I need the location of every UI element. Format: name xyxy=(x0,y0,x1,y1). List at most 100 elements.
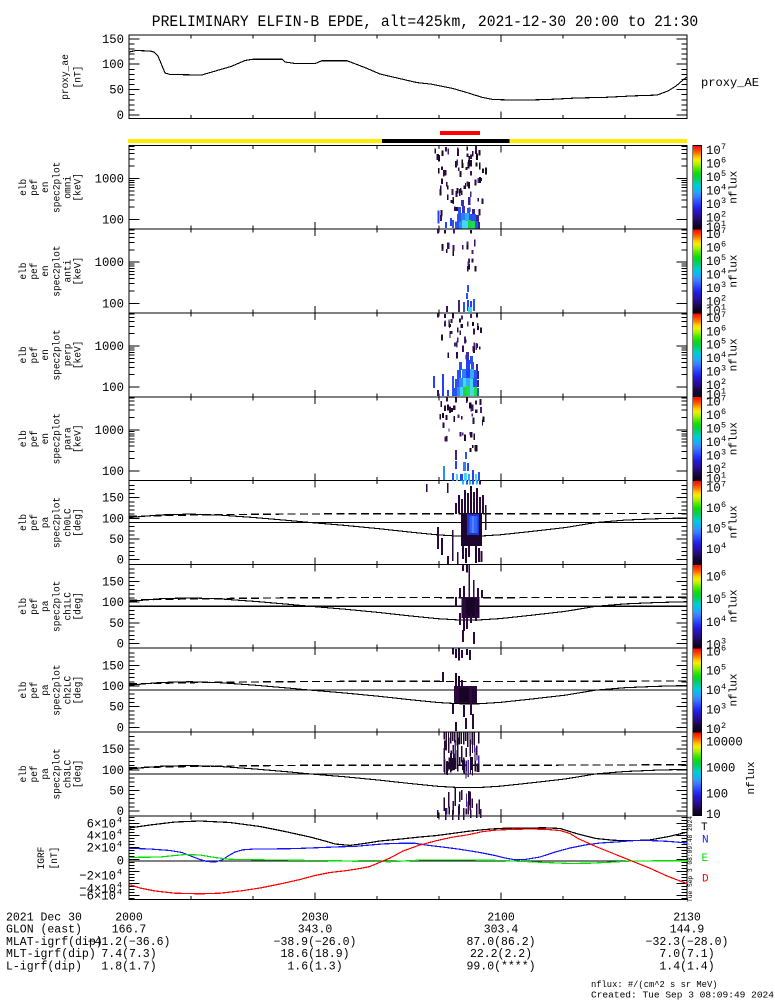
svg-text:10: 10 xyxy=(706,351,721,366)
svg-text:MLAT-igrf(dip): MLAT-igrf(dip) xyxy=(6,936,103,949)
svg-text:Created: Tue Sep 3 08:09:49 2: Created: Tue Sep 3 08:09:49 2024 xyxy=(591,990,774,1000)
svg-text:1.8(1.7): 1.8(1.7) xyxy=(101,960,156,973)
svg-text:100: 100 xyxy=(102,296,124,311)
svg-text:150: 150 xyxy=(102,742,124,757)
svg-text:10: 10 xyxy=(706,220,721,235)
svg-text:IGRF: IGRF xyxy=(37,847,48,870)
svg-text:[keV]: [keV] xyxy=(73,341,85,370)
svg-text:7: 7 xyxy=(721,142,726,152)
svg-text:10: 10 xyxy=(706,722,721,737)
svg-text:en: en xyxy=(41,182,52,193)
svg-text:ch3LC: ch3LC xyxy=(63,760,75,789)
svg-text:[keV]: [keV] xyxy=(73,173,85,202)
svg-text:4: 4 xyxy=(721,350,726,360)
svg-text:4: 4 xyxy=(721,266,726,276)
svg-text:−6×10: −6×10 xyxy=(79,889,116,904)
svg-text:10: 10 xyxy=(706,294,721,309)
svg-text:1000: 1000 xyxy=(95,423,124,438)
svg-text:pa: pa xyxy=(41,684,52,695)
svg-text:10: 10 xyxy=(706,170,721,185)
svg-text:spec2plot: spec2plot xyxy=(52,162,64,213)
svg-text:0: 0 xyxy=(117,553,124,568)
svg-text:144.9: 144.9 xyxy=(670,924,705,937)
svg-text:7.4(7.3): 7.4(7.3) xyxy=(101,948,156,961)
svg-text:pef: pef xyxy=(29,430,41,447)
svg-text:5: 5 xyxy=(721,337,726,347)
svg-text:pef: pef xyxy=(29,263,41,280)
svg-text:6: 6 xyxy=(721,500,726,510)
svg-text:N: N xyxy=(702,835,709,847)
svg-text:GLON (east): GLON (east) xyxy=(6,924,82,937)
svg-text:4: 4 xyxy=(721,183,726,193)
svg-text:2021 Dec 30: 2021 Dec 30 xyxy=(6,912,82,925)
svg-text:pef: pef xyxy=(29,765,41,782)
svg-text:10: 10 xyxy=(706,365,721,380)
svg-text:3: 3 xyxy=(721,702,726,712)
svg-text:pef: pef xyxy=(29,598,41,615)
svg-text:nflux: nflux xyxy=(729,422,741,455)
svg-text:[keV]: [keV] xyxy=(73,424,85,453)
svg-text:nflux: nflux xyxy=(729,254,741,287)
svg-text:[deg]: [deg] xyxy=(73,592,85,621)
svg-text:proxy_AE: proxy_AE xyxy=(701,76,759,90)
svg-text:1000: 1000 xyxy=(95,171,124,186)
svg-text:100: 100 xyxy=(102,763,124,778)
svg-text:elb: elb xyxy=(18,346,30,363)
svg-text:[nT]: [nT] xyxy=(73,66,85,89)
svg-text:10: 10 xyxy=(706,615,721,630)
svg-text:elb: elb xyxy=(18,765,30,782)
svg-text:5: 5 xyxy=(721,421,726,431)
svg-text:10: 10 xyxy=(706,184,721,199)
svg-text:elb: elb xyxy=(18,179,30,196)
svg-text:spec2plot: spec2plot xyxy=(52,245,64,296)
svg-text:[deg]: [deg] xyxy=(73,676,85,705)
svg-text:100: 100 xyxy=(102,679,124,694)
svg-text:3: 3 xyxy=(721,364,726,374)
svg-text:1: 1 xyxy=(721,387,726,397)
svg-text:[keV]: [keV] xyxy=(73,257,85,286)
svg-text:2000: 2000 xyxy=(115,912,143,925)
svg-text:en: en xyxy=(41,349,52,360)
svg-text:10: 10 xyxy=(706,304,721,319)
svg-text:10: 10 xyxy=(706,157,721,172)
svg-text:pa: pa xyxy=(41,601,52,612)
svg-text:10: 10 xyxy=(706,522,721,537)
svg-text:7: 7 xyxy=(721,310,726,320)
svg-text:en: en xyxy=(41,265,52,276)
svg-text:10: 10 xyxy=(706,542,721,557)
svg-text:omni: omni xyxy=(63,176,75,199)
svg-text:7: 7 xyxy=(721,226,726,236)
svg-text:pef: pef xyxy=(29,682,41,699)
svg-text:E: E xyxy=(702,853,709,865)
svg-text:T: T xyxy=(701,822,708,834)
svg-text:3: 3 xyxy=(721,637,726,647)
svg-text:0: 0 xyxy=(117,108,124,123)
svg-text:10: 10 xyxy=(706,462,721,477)
svg-text:0: 0 xyxy=(117,854,124,869)
svg-text:nflux: nflux xyxy=(729,505,741,538)
svg-text:pef: pef xyxy=(29,346,41,363)
svg-text:spec2plot: spec2plot xyxy=(52,664,64,715)
svg-text:6×10: 6×10 xyxy=(87,817,116,832)
svg-text:2100: 2100 xyxy=(487,912,515,925)
svg-text:10: 10 xyxy=(706,388,721,403)
svg-text:1000: 1000 xyxy=(95,255,124,270)
svg-text:10: 10 xyxy=(706,592,721,607)
svg-text:[deg]: [deg] xyxy=(73,760,85,789)
svg-text:6: 6 xyxy=(721,568,726,578)
svg-text:MLT-igrf(dip): MLT-igrf(dip) xyxy=(6,948,96,961)
svg-text:343.0: 343.0 xyxy=(298,924,333,937)
svg-text:10: 10 xyxy=(706,638,721,653)
svg-text:nflux: nflux xyxy=(729,338,741,371)
svg-text:5: 5 xyxy=(721,663,726,673)
svg-text:4: 4 xyxy=(117,840,122,850)
svg-text:150: 150 xyxy=(102,491,124,506)
svg-text:50: 50 xyxy=(109,783,124,798)
svg-text:spec2plot: spec2plot xyxy=(52,581,64,632)
svg-text:100: 100 xyxy=(102,595,124,610)
svg-text:4×10: 4×10 xyxy=(87,829,116,844)
svg-text:22.2(2.2): 22.2(2.2) xyxy=(470,948,532,961)
svg-text:nflux: nflux xyxy=(729,170,741,203)
svg-text:−38.9(−26.0): −38.9(−26.0) xyxy=(274,936,357,949)
svg-text:2: 2 xyxy=(721,461,726,471)
